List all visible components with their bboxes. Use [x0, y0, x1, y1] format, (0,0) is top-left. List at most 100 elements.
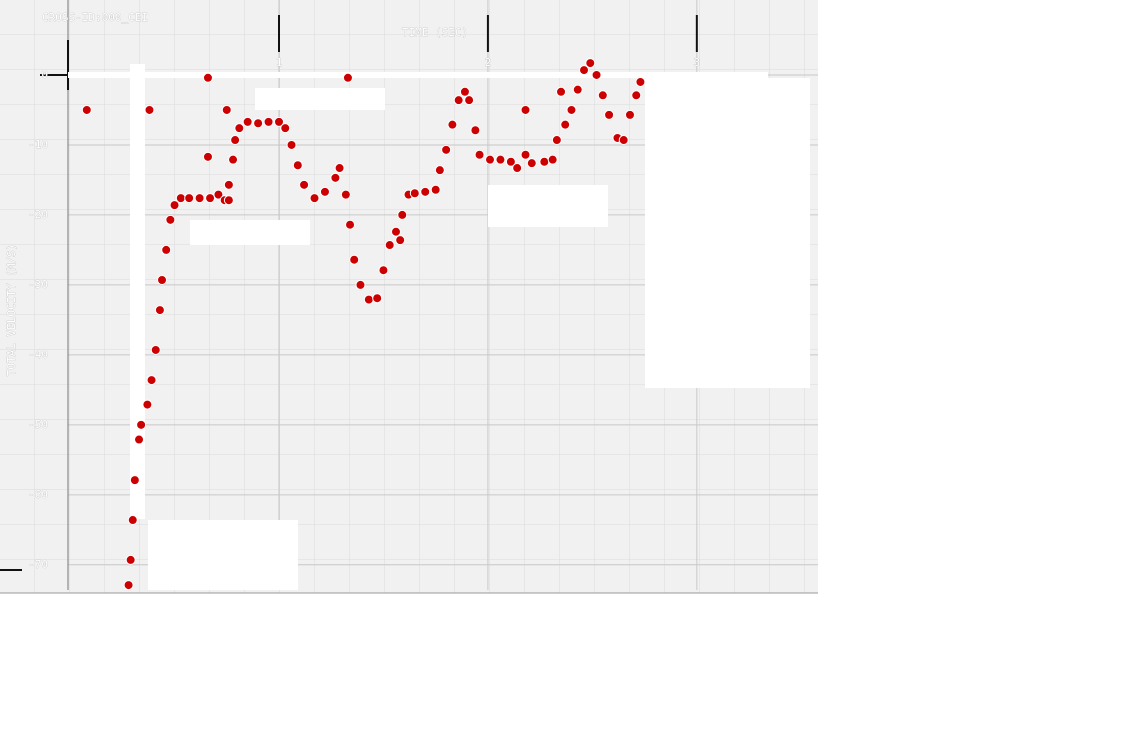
- point: [572, 84, 583, 95]
- y-tick-label: -60: [28, 488, 48, 501]
- point: [228, 154, 239, 165]
- point: [560, 119, 571, 130]
- point: [202, 72, 213, 83]
- point: [129, 475, 140, 486]
- x-axis-label: TIME (SEC): [402, 26, 468, 39]
- point: [127, 515, 138, 526]
- point: [604, 109, 615, 120]
- point: [395, 235, 406, 246]
- point: [631, 90, 642, 101]
- point: [157, 275, 168, 286]
- point: [223, 195, 234, 206]
- point: [81, 104, 92, 115]
- point: [512, 163, 523, 174]
- point: [253, 118, 264, 129]
- point: [495, 154, 506, 165]
- point: [230, 135, 241, 146]
- y-tick-label: -70: [28, 558, 48, 571]
- x-tick-label: 1: [276, 56, 283, 69]
- chart-title: CROSS-ID:000_CEI: [42, 11, 148, 24]
- mask: [645, 78, 810, 388]
- point: [223, 179, 234, 190]
- point: [242, 116, 253, 127]
- y-tick-label: -30: [28, 278, 48, 291]
- point: [319, 186, 330, 197]
- mask: [68, 72, 768, 78]
- point: [263, 116, 274, 127]
- point: [144, 104, 155, 115]
- mask: [148, 520, 298, 590]
- point: [340, 189, 351, 200]
- point: [355, 279, 366, 290]
- point: [146, 375, 157, 386]
- point: [384, 240, 395, 251]
- point: [420, 186, 431, 197]
- point: [378, 265, 389, 276]
- point: [539, 156, 550, 167]
- point: [635, 76, 646, 87]
- point: [221, 104, 232, 115]
- y-tick-label: -50: [28, 418, 48, 431]
- y-tick-label: 0: [41, 68, 48, 81]
- point: [123, 580, 134, 591]
- point: [334, 163, 345, 174]
- point: [125, 554, 136, 565]
- point: [154, 305, 165, 316]
- point: [134, 434, 145, 445]
- points: [81, 58, 646, 591]
- point: [397, 209, 408, 220]
- point: [194, 193, 205, 204]
- point: [136, 419, 147, 430]
- point: [161, 244, 172, 255]
- point: [520, 149, 531, 160]
- point: [579, 65, 590, 76]
- point: [309, 193, 320, 204]
- point: [390, 226, 401, 237]
- point: [597, 90, 608, 101]
- point: [459, 86, 470, 97]
- point: [286, 139, 297, 150]
- point: [624, 109, 635, 120]
- point: [169, 200, 180, 211]
- point: [349, 254, 360, 265]
- point: [213, 189, 224, 200]
- point: [345, 219, 356, 230]
- point: [453, 95, 464, 106]
- point: [234, 123, 245, 134]
- point: [591, 69, 602, 80]
- mask: [488, 185, 608, 227]
- point: [526, 158, 537, 169]
- point: [175, 193, 186, 204]
- point: [485, 154, 496, 165]
- point: [474, 149, 485, 160]
- point: [464, 95, 475, 106]
- mask: [130, 64, 145, 519]
- point: [551, 135, 562, 146]
- point: [372, 293, 383, 304]
- point: [292, 160, 303, 171]
- mask: [190, 220, 310, 245]
- point: [274, 116, 285, 127]
- point: [434, 165, 445, 176]
- occluders: [68, 64, 810, 590]
- point: [556, 86, 567, 97]
- point: [342, 72, 353, 83]
- point: [447, 119, 458, 130]
- point: [205, 193, 216, 204]
- point: [505, 156, 516, 167]
- point: [409, 188, 420, 199]
- point: [165, 214, 176, 225]
- point: [363, 294, 374, 305]
- point: [470, 125, 481, 136]
- point: [585, 58, 596, 69]
- point: [618, 135, 629, 146]
- y-tick-label: -10: [28, 138, 48, 151]
- point: [430, 184, 441, 195]
- x-tick-label: 2: [485, 56, 492, 69]
- grid: [68, 0, 818, 590]
- point: [441, 144, 452, 155]
- point: [142, 399, 153, 410]
- point: [520, 104, 531, 115]
